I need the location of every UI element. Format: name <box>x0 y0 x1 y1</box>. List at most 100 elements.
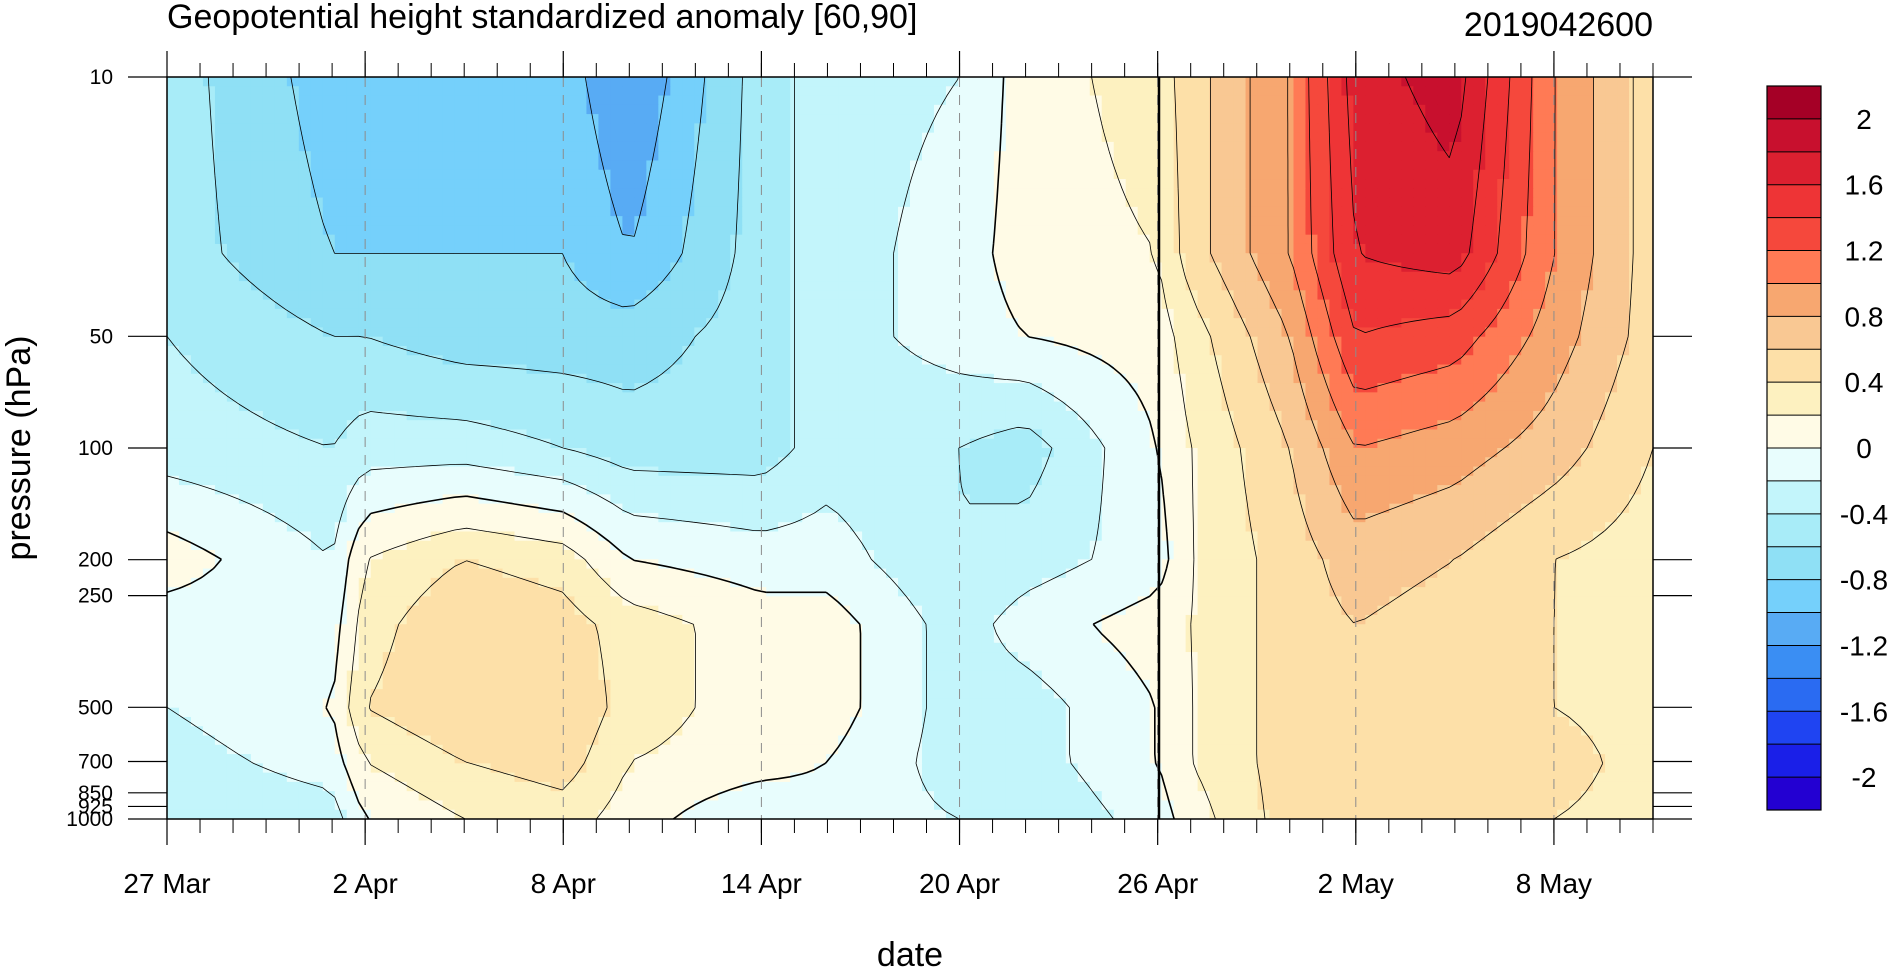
contour-cell <box>286 253 300 264</box>
contour-cell <box>526 448 540 458</box>
contour-cell <box>1185 318 1199 329</box>
contour-cell <box>1317 188 1331 199</box>
contour-cell <box>1377 271 1390 282</box>
contour-cell <box>1089 345 1103 356</box>
contour-cell <box>286 327 300 338</box>
contour-cell <box>1185 86 1199 97</box>
contour-cell <box>802 392 815 403</box>
contour-cell <box>502 86 516 97</box>
contour-cell <box>526 243 540 254</box>
contour-cell <box>346 188 360 199</box>
contour-cell <box>838 141 851 152</box>
contour-cell <box>238 77 252 87</box>
contour-cell <box>730 253 743 264</box>
contour-cell <box>1353 104 1366 115</box>
contour-cell <box>802 141 815 152</box>
contour-cell <box>1473 290 1486 301</box>
contour-cell <box>1641 355 1653 366</box>
contour-cell <box>1365 327 1378 338</box>
contour-cell <box>310 216 324 227</box>
contour-cell <box>718 262 731 273</box>
contour-cell <box>238 392 252 403</box>
contour-cell <box>1605 206 1618 217</box>
contour-cell <box>862 355 875 366</box>
contour-cell <box>1521 179 1534 189</box>
contour-cell <box>1593 290 1606 301</box>
contour-cell <box>1593 364 1606 375</box>
contour-cell <box>1581 373 1594 384</box>
contour-cell <box>167 234 180 245</box>
contour-cell <box>981 401 995 412</box>
contour-cell <box>682 179 695 189</box>
contour-cell <box>274 216 288 227</box>
contour-cell <box>1485 253 1498 264</box>
contour-cell <box>214 160 228 171</box>
contour-cell <box>262 206 276 217</box>
contour-cell <box>1293 420 1307 431</box>
contour-cell <box>1269 355 1283 366</box>
contour-cell <box>382 290 396 301</box>
contour-cell <box>1125 132 1139 143</box>
contour-cell <box>694 271 707 282</box>
contour-cell <box>1281 336 1295 347</box>
contour-cell <box>406 160 420 171</box>
contour-cell <box>1497 188 1510 199</box>
contour-cell <box>1029 114 1043 124</box>
contour-cell <box>274 225 288 236</box>
contour-cell <box>933 86 947 97</box>
contour-cell <box>957 438 971 449</box>
contour-cell <box>1101 308 1115 319</box>
contour-cell <box>1197 290 1211 301</box>
contour-cell <box>322 253 336 264</box>
contour-cell <box>1305 197 1319 208</box>
contour-cell <box>910 206 923 217</box>
contour-cell <box>1425 401 1438 412</box>
contour-cell <box>1545 225 1558 236</box>
contour-cell <box>250 262 264 273</box>
contour-cell <box>910 262 923 273</box>
contour-cell <box>682 410 695 421</box>
contour-cell <box>1077 420 1091 431</box>
contour-cell <box>334 114 348 124</box>
contour-cell <box>1629 216 1642 227</box>
contour-cell <box>1425 234 1438 245</box>
contour-cell <box>862 253 875 264</box>
contour-cell <box>1161 290 1175 301</box>
contour-cell <box>1329 206 1343 217</box>
contour-cell <box>886 188 899 199</box>
contour-cell <box>178 345 192 356</box>
contour-cell <box>790 95 803 106</box>
contour-cell <box>1245 123 1259 134</box>
contour-cell <box>886 104 899 115</box>
contour-cell <box>802 429 815 440</box>
contour-cell <box>1005 438 1019 449</box>
contour-cell <box>1245 225 1259 236</box>
contour-cell <box>814 336 827 347</box>
contour-cell <box>1041 169 1055 180</box>
contour-cell <box>1005 420 1019 431</box>
contour-cell <box>1101 160 1115 171</box>
contour-cell <box>1461 355 1474 366</box>
contour-cell <box>1365 114 1378 124</box>
contour-cell <box>1461 290 1474 301</box>
contour-cell <box>370 132 384 143</box>
contour-cell <box>1305 299 1319 310</box>
contour-cell <box>1065 383 1079 393</box>
contour-cell <box>1341 420 1354 431</box>
contour-cell <box>190 262 204 273</box>
contour-cell <box>358 373 372 384</box>
contour-cell <box>1461 410 1474 421</box>
contour-cell <box>1125 281 1139 291</box>
contour-cell <box>358 336 372 347</box>
contour-cell <box>910 216 923 227</box>
contour-cell <box>1401 410 1414 421</box>
contour-cell <box>634 114 647 124</box>
contour-cell <box>334 420 348 431</box>
contour-cell <box>778 383 791 393</box>
contour-cell <box>1389 299 1402 310</box>
contour-cell <box>1497 114 1510 124</box>
contour-cell <box>718 206 731 217</box>
contour-cell <box>634 383 647 393</box>
contour-cell <box>694 216 707 227</box>
contour-cell <box>862 206 875 217</box>
